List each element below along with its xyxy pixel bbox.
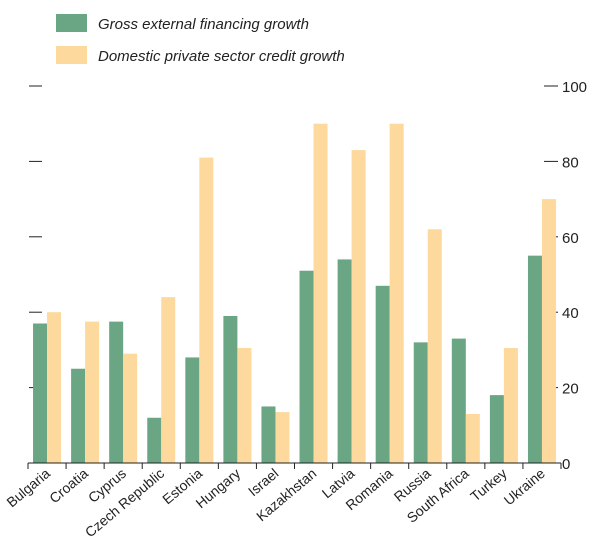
x-label-bulgaria: Bulgaria — [3, 465, 53, 510]
x-axis — [28, 463, 561, 469]
bar-private-credit-latvia — [352, 150, 366, 463]
bar-private-credit-croatia — [85, 322, 99, 463]
right-tick-label-20: 20 — [562, 381, 579, 398]
x-label-croatia: Croatia — [46, 465, 91, 506]
x-label-ukraine: Ukraine — [501, 465, 548, 508]
bar-external-financing-cyprus — [109, 322, 123, 463]
right-tick-label-40: 40 — [562, 305, 579, 322]
bar-external-financing-ukraine — [528, 256, 542, 463]
bars — [33, 124, 556, 463]
legend-label-private-credit: Domestic private sector credit growth — [98, 48, 345, 65]
bar-private-credit-romania — [390, 124, 404, 463]
bar-private-credit-russia — [428, 229, 442, 463]
bar-external-financing-south-africa — [452, 339, 466, 463]
bar-private-credit-kazakhstan — [314, 124, 328, 463]
right-tick-label-80: 80 — [562, 154, 579, 171]
bar-external-financing-bulgaria — [33, 324, 47, 463]
bar-external-financing-czech-republic — [147, 418, 161, 463]
right-tick-label-60: 60 — [562, 230, 579, 247]
legend-swatch-private-credit — [56, 46, 87, 64]
bar-external-financing-croatia — [71, 369, 85, 463]
bar-external-financing-estonia — [185, 357, 199, 463]
bar-external-financing-romania — [376, 286, 390, 463]
bar-private-credit-hungary — [237, 348, 251, 463]
bar-private-credit-south-africa — [466, 414, 480, 463]
bar-external-financing-kazakhstan — [300, 271, 314, 463]
legend: Gross external financing growth Domestic… — [56, 14, 345, 65]
bar-external-financing-turkey — [490, 395, 504, 463]
bar-private-credit-cyprus — [123, 354, 137, 463]
bar-private-credit-czech-republic — [161, 297, 175, 463]
right-tick-label-100: 100 — [562, 79, 587, 96]
bar-private-credit-turkey — [504, 348, 518, 463]
bar-private-credit-ukraine — [542, 199, 556, 463]
right-tick-label-0: 0 — [562, 456, 570, 473]
bar-external-financing-hungary — [223, 316, 237, 463]
bar-external-financing-israel — [261, 406, 275, 463]
legend-swatch-external-financing — [56, 14, 87, 32]
legend-label-external-financing: Gross external financing growth — [98, 16, 309, 33]
bar-external-financing-russia — [414, 342, 428, 463]
bar-private-credit-bulgaria — [47, 312, 61, 463]
bar-private-credit-israel — [275, 412, 289, 463]
bar-external-financing-latvia — [338, 259, 352, 463]
bar-private-credit-estonia — [199, 158, 213, 463]
